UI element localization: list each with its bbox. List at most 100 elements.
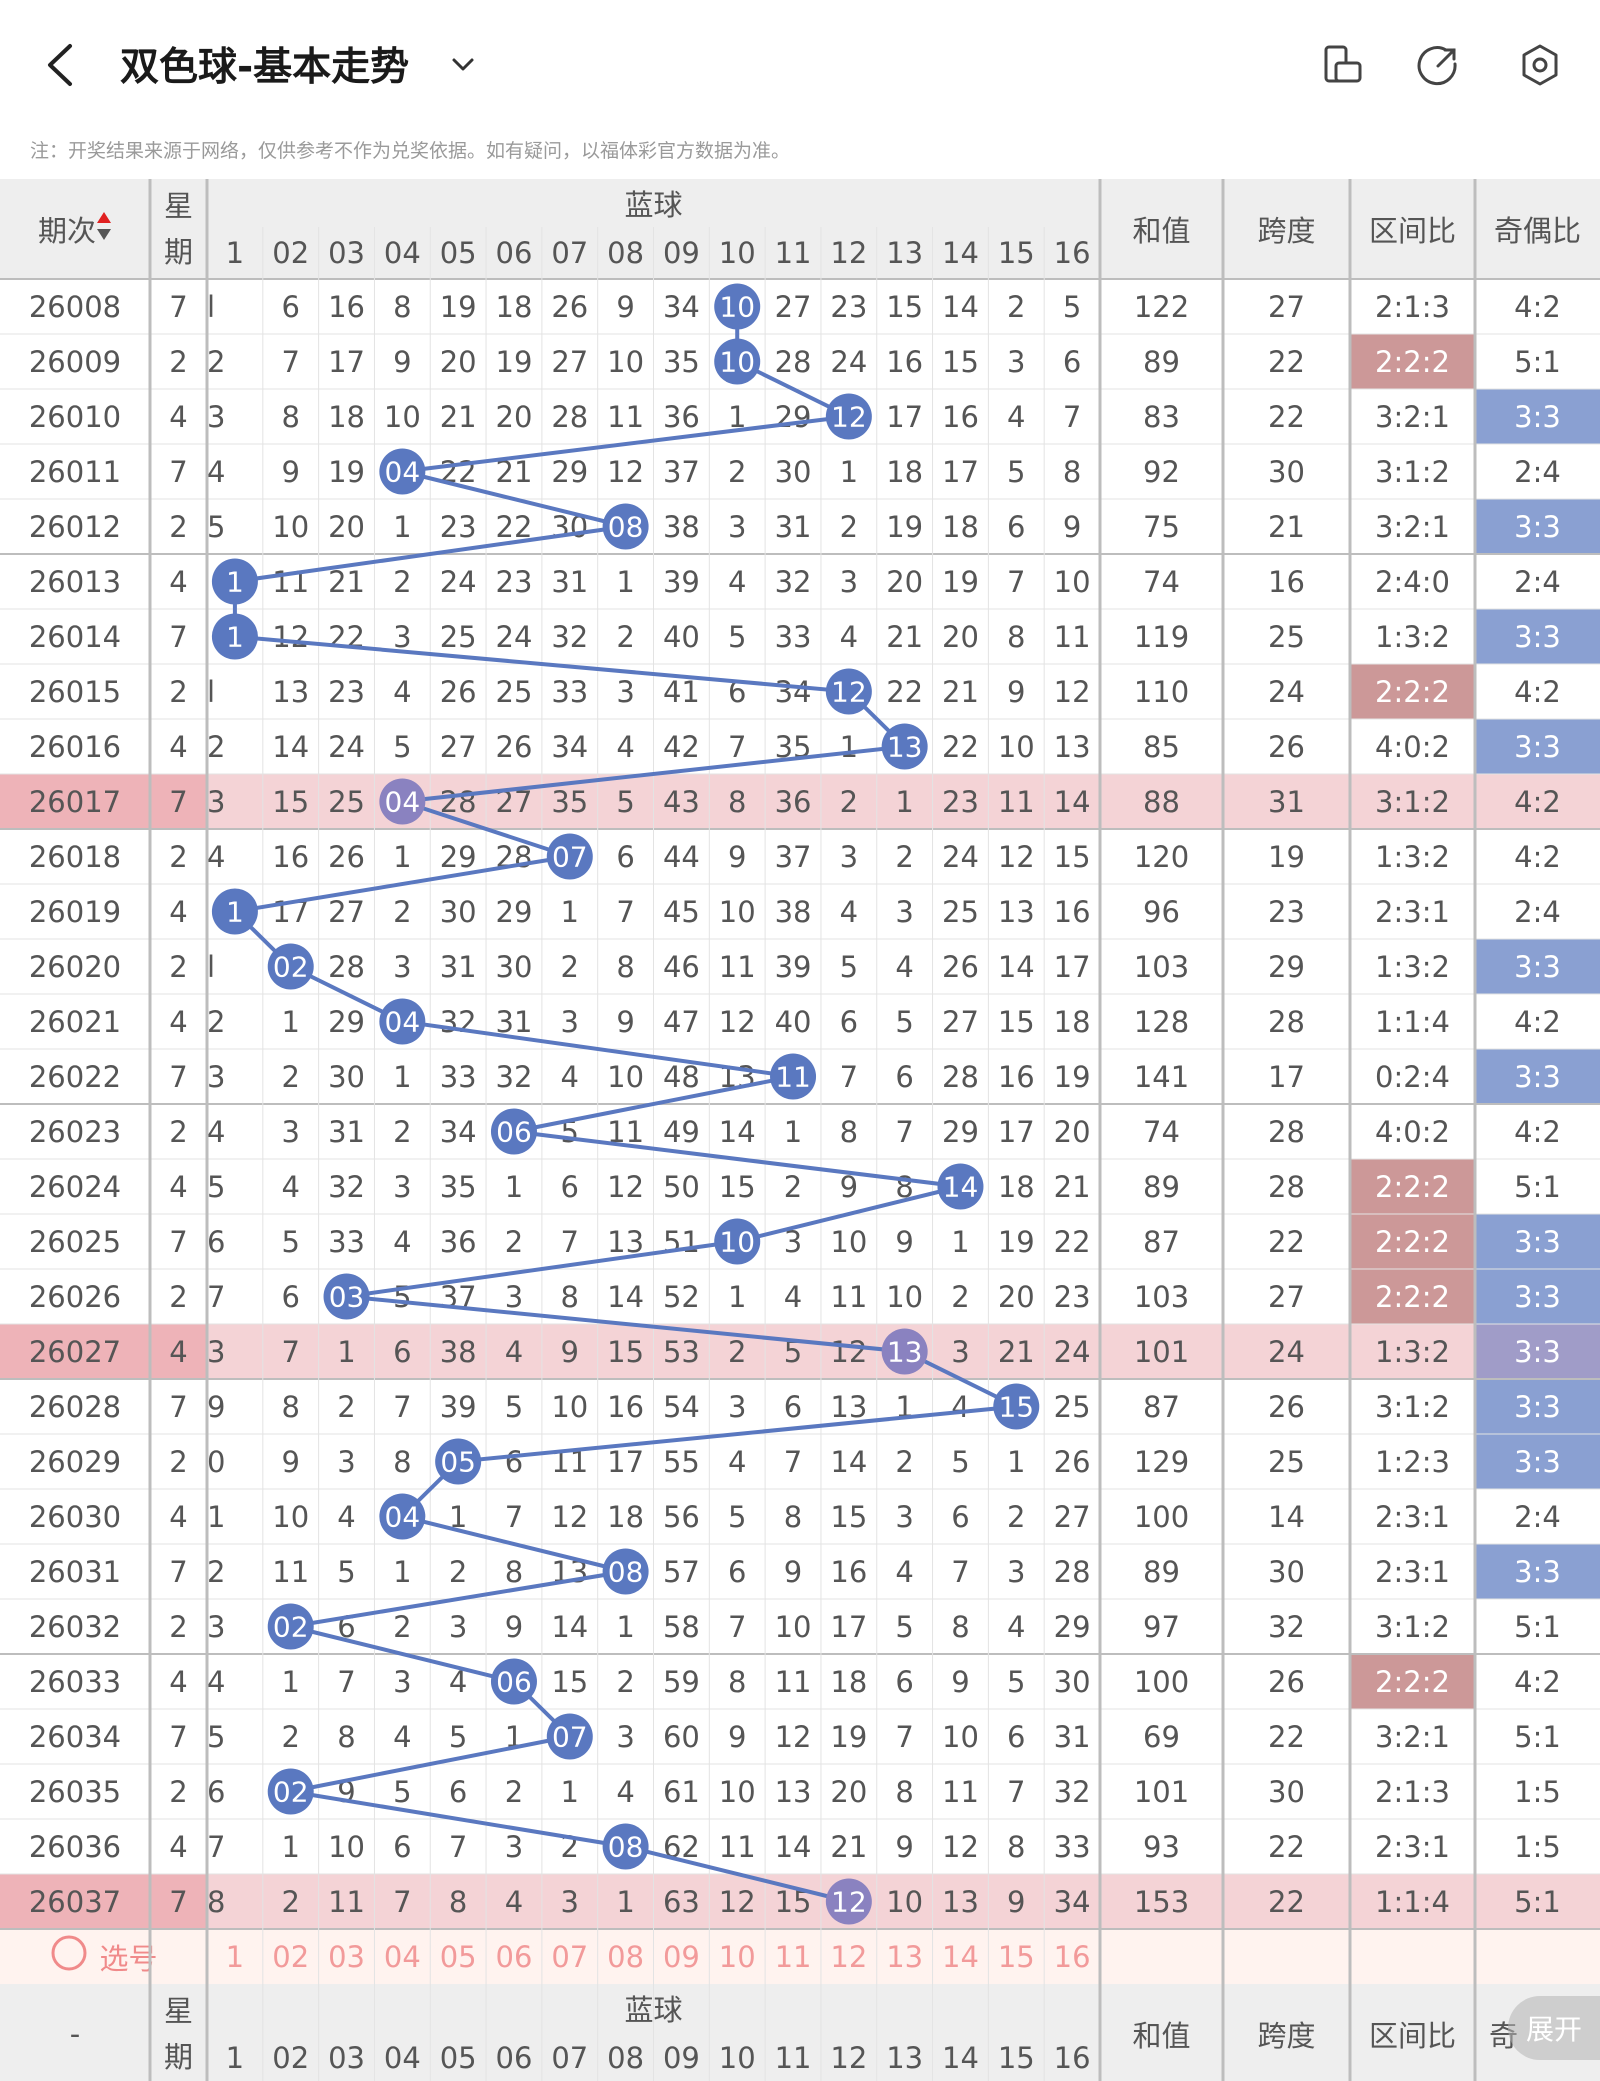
blue-miss-cell: 59 xyxy=(662,1664,700,1699)
sum-cell: 69 xyxy=(1143,1719,1180,1754)
blue-miss-cell: 7 xyxy=(281,344,300,379)
blue-miss-cell: 29 xyxy=(551,454,589,489)
page-title[interactable]: 双色球-基本走势 xyxy=(120,45,410,90)
blue-miss-cell: 24 xyxy=(439,564,477,599)
blue-miss-cell: 7 xyxy=(1007,564,1026,599)
sum-cell: 87 xyxy=(1143,1389,1180,1424)
week-cell: 4 xyxy=(169,399,188,434)
pick-ball-option[interactable]: 11 xyxy=(774,1939,812,1974)
radio-circle-icon xyxy=(49,1933,89,1980)
blue-miss-cell: 5 xyxy=(504,1389,524,1424)
blue-miss-cell: 7 xyxy=(393,1389,412,1424)
period-sort-header[interactable]: 期次 xyxy=(0,179,150,279)
blue-ball-column-header: 09 xyxy=(662,236,700,270)
blue-ball-hit: 12 xyxy=(825,668,872,715)
blue-miss-cell: 9 xyxy=(504,1609,524,1644)
blue-ball-hit: 05 xyxy=(435,1438,482,1485)
blue-miss-cell: 16 xyxy=(328,289,365,324)
zone-ratio-cell: 1:1:4 xyxy=(1375,1004,1450,1039)
blue-ball-column-header: 11 xyxy=(774,2041,812,2075)
pick-ball-option[interactable]: 07 xyxy=(551,1939,589,1974)
blue-miss-cell: 4 xyxy=(207,839,226,874)
pick-ball-option[interactable]: 02 xyxy=(272,1939,310,1974)
blue-ball-column-header: 1 xyxy=(225,2041,245,2075)
odd-even-cell: 4:2 xyxy=(1514,1114,1561,1149)
blue-miss-cell: 1 xyxy=(560,1774,579,1809)
period-cell: 26025 xyxy=(28,1224,122,1259)
blue-miss-cell: 11 xyxy=(997,784,1035,819)
blue-miss-cell: 9 xyxy=(337,1774,356,1809)
zone-ratio-cell: 2:2:2 xyxy=(1350,1654,1475,1709)
blue-miss-cell: 1 xyxy=(207,1499,226,1534)
pick-ball-option[interactable]: 13 xyxy=(886,1939,924,1974)
pick-ball-option[interactable]: 09 xyxy=(662,1939,700,1974)
blue-miss-cell: 12 xyxy=(997,839,1035,874)
pick-ball-option[interactable]: 03 xyxy=(328,1939,365,1974)
pick-ball-option[interactable]: 12 xyxy=(830,1939,868,1974)
blue-miss-cell: 19 xyxy=(942,564,979,599)
blue-ball-column-header: 16 xyxy=(1053,2041,1091,2075)
blue-miss-cell: 5 xyxy=(393,1774,412,1809)
period-cell: 26018 xyxy=(28,839,122,874)
pick-ball-option[interactable]: 10 xyxy=(718,1939,756,1974)
share-icon[interactable] xyxy=(1416,42,1462,88)
pick-ball-option[interactable]: 04 xyxy=(383,1939,421,1974)
blue-miss-cell: 2 xyxy=(783,1169,803,1204)
blue-miss-cell: 6 xyxy=(281,1279,300,1314)
period-cell: 26036 xyxy=(28,1829,122,1864)
blue-ball-column-header: 09 xyxy=(662,2041,700,2075)
blue-miss-cell: 38 xyxy=(774,894,812,929)
blue-miss-cell: 47 xyxy=(662,1004,700,1039)
blue-miss-cell: 30 xyxy=(439,894,477,929)
zone-ratio-cell: 4:0:2 xyxy=(1375,729,1450,764)
period-cell: 26008 xyxy=(28,289,122,324)
week-cell: 2 xyxy=(169,1774,188,1809)
blue-miss-cell: 7 xyxy=(727,1609,747,1644)
blue-ball-column-header: 03 xyxy=(328,236,365,270)
period-cell: 26017 xyxy=(0,774,150,829)
zone-ratio-cell: 1:2:3 xyxy=(1375,1444,1450,1479)
span-cell: 30 xyxy=(1268,454,1305,489)
blue-miss-cell: 5 xyxy=(895,1609,914,1644)
pick-ball-option[interactable]: 14 xyxy=(942,1939,979,1974)
settings-icon[interactable] xyxy=(1517,42,1563,88)
blue-miss-cell: 1 xyxy=(783,1114,803,1149)
blue-ball-hit: 08 xyxy=(602,1548,649,1595)
rotate-screen-icon[interactable] xyxy=(1320,42,1366,88)
blue-miss-cell: 11 xyxy=(272,564,310,599)
odd-even-cell: 5:1 xyxy=(1514,344,1561,379)
blue-miss-cell: 8 xyxy=(727,784,747,819)
back-arrow-icon[interactable] xyxy=(38,40,82,90)
week-cell: 7 xyxy=(169,1554,188,1589)
blue-miss-cell: 1 xyxy=(504,1169,524,1204)
span-cell: 26 xyxy=(1268,729,1305,764)
blue-miss-cell: 22 xyxy=(328,619,365,654)
zone-ratio-cell: 3:1:2 xyxy=(1375,1609,1450,1644)
pick-numbers-toggle[interactable]: 选号 xyxy=(0,1929,207,1984)
pick-ball-option[interactable]: 06 xyxy=(495,1939,533,1974)
blue-miss-cell: 15 xyxy=(997,1004,1035,1039)
week-header: 星期 xyxy=(150,179,207,279)
expand-button[interactable]: 展开 xyxy=(1508,1996,1600,2060)
week-cell: 4 xyxy=(169,1169,188,1204)
pick-ball-option[interactable]: 05 xyxy=(439,1939,477,1974)
blue-miss-cell: 34 xyxy=(662,289,700,324)
pick-ball-option[interactable]: 08 xyxy=(607,1939,645,1974)
blue-ball-hit: 15 xyxy=(993,1383,1040,1430)
blue-miss-cell: 13 xyxy=(830,1389,868,1424)
blue-ball-hit-number: 10 xyxy=(719,1226,755,1259)
blue-miss-cell: 21 xyxy=(495,454,533,489)
period-cell: 26023 xyxy=(28,1114,122,1149)
chevron-down-icon[interactable] xyxy=(448,50,478,80)
odd-even-cell: 5:1 xyxy=(1514,1719,1561,1754)
pick-ball-option[interactable]: 15 xyxy=(997,1939,1035,1974)
blue-miss-cell: 27 xyxy=(328,894,365,929)
blue-miss-cell: 3 xyxy=(281,1114,300,1149)
pick-ball-option[interactable]: 16 xyxy=(1053,1939,1091,1974)
blue-ball-hit-number: 02 xyxy=(273,1776,309,1809)
period-cell: 26026 xyxy=(28,1279,122,1314)
pick-ball-option[interactable]: 1 xyxy=(225,1939,245,1974)
week-cell: 4 xyxy=(169,1664,188,1699)
span-cell: 25 xyxy=(1268,619,1305,654)
blue-miss-cell: 1 xyxy=(560,894,579,929)
